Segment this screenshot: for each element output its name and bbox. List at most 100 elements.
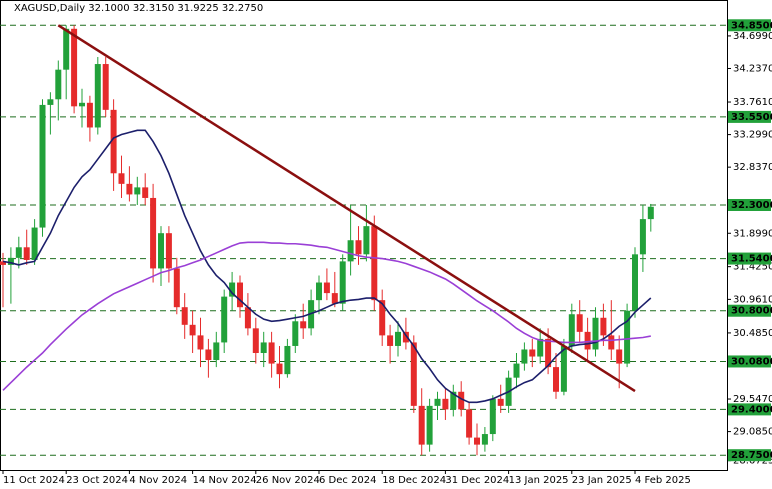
trendline [57, 24, 636, 393]
candle-body [553, 367, 559, 392]
candle-body [481, 434, 488, 445]
candle-body [292, 321, 299, 346]
x-tick-label: 6 Dec 2024 [319, 475, 377, 486]
candle-body [71, 28, 78, 107]
candle-body [632, 254, 638, 311]
candle-body [244, 307, 251, 329]
candle-body [316, 282, 322, 301]
y-tick-label: 29.5470 [733, 394, 772, 405]
level-box [728, 110, 771, 123]
candle-body [165, 233, 172, 269]
candle-body [260, 342, 267, 354]
y-tick-label: 33.7610 [733, 97, 772, 108]
candle-body [86, 102, 93, 128]
y-tick-label: 32.8370 [733, 162, 772, 173]
candle-body [560, 345, 567, 392]
candle-body [47, 99, 54, 105]
level-label: 29.4000 [731, 404, 772, 415]
level-box [728, 252, 771, 265]
y-tick-label: 31.8990 [733, 228, 772, 239]
y-tick-label: 34.6990 [733, 31, 772, 42]
candle-body [79, 102, 85, 107]
level-label: 33.5500 [731, 112, 772, 123]
candle-body [7, 257, 14, 265]
candle-body [102, 64, 109, 110]
candle-body [529, 349, 536, 357]
candle-body [347, 240, 354, 262]
candle-body [173, 268, 180, 308]
candle-body [94, 64, 101, 128]
level-label: 31.5400 [731, 254, 772, 265]
candle-body [205, 349, 212, 361]
x-tick-label: 31 Dec 2024 [445, 475, 509, 486]
candle-body [110, 109, 117, 174]
level-box [728, 403, 771, 416]
level-label: 30.0800 [731, 356, 772, 367]
y-tick-label: 31.4250 [733, 262, 772, 273]
candle-body [387, 335, 394, 346]
candle-body [23, 247, 30, 260]
candle-body [474, 437, 480, 445]
x-tick-label: 23 Jan 2025 [572, 475, 632, 486]
candle-body [402, 331, 409, 343]
level-label: 34.8500 [731, 20, 772, 31]
candle-body [355, 240, 362, 255]
candle-body [221, 296, 228, 343]
candle-body [339, 261, 346, 304]
candle-body [434, 398, 441, 406]
candle-body [616, 349, 623, 364]
candle-body [450, 391, 457, 410]
x-tick-label: 26 Nov 2024 [256, 475, 320, 486]
candle-body [276, 363, 283, 375]
candle-body [576, 314, 583, 332]
candle-body [331, 293, 338, 304]
candle-body [31, 227, 38, 260]
candle-body [181, 307, 188, 325]
candle-body [126, 183, 133, 195]
candle-body [371, 226, 378, 301]
candle-body [252, 328, 259, 354]
candle-body [568, 314, 575, 346]
candle-body [189, 324, 196, 336]
level-label: 30.8000 [731, 306, 772, 317]
candle-body [55, 69, 62, 100]
candle-body [300, 321, 307, 329]
candle-body [458, 391, 465, 410]
candle-body [442, 398, 449, 410]
candle-body [39, 104, 46, 228]
chart-title: XAGUSD,Daily 32.1000 32.3150 31.9225 32.… [14, 3, 263, 14]
level-label: 32.3000 [731, 200, 772, 211]
y-tick-label: 33.2990 [733, 130, 772, 141]
candle-body [647, 206, 654, 220]
candle-body [489, 398, 496, 435]
candle-body [466, 409, 473, 438]
candle-body [63, 28, 70, 70]
candle-body [142, 187, 149, 198]
candle-body [537, 338, 544, 357]
candle-body [395, 331, 401, 346]
candle-body [608, 335, 615, 350]
x-tick-label: 14 Nov 2024 [193, 475, 257, 486]
y-tick-label: 30.9610 [733, 294, 772, 305]
candle-body [418, 405, 425, 445]
candle-body [624, 310, 631, 364]
candle-body [379, 300, 386, 336]
candle-body [323, 282, 330, 294]
candle-body [426, 405, 433, 445]
candle-body [118, 173, 125, 184]
moving-average [2, 129, 652, 404]
candle-body [15, 247, 22, 258]
candle-body [410, 342, 417, 406]
candle-body [639, 219, 646, 255]
candle-body [497, 398, 504, 406]
level-box [728, 355, 771, 368]
y-tick-label: 30.4850 [733, 328, 772, 339]
level-label: 28.7500 [731, 450, 772, 461]
x-tick-label: 4 Nov 2024 [129, 475, 187, 486]
x-tick-label: 4 Feb 2025 [635, 475, 691, 486]
candle-body [134, 187, 141, 195]
candle-body [229, 282, 236, 297]
x-tick-label: 13 Jan 2025 [509, 475, 569, 486]
candle-body [584, 331, 591, 350]
